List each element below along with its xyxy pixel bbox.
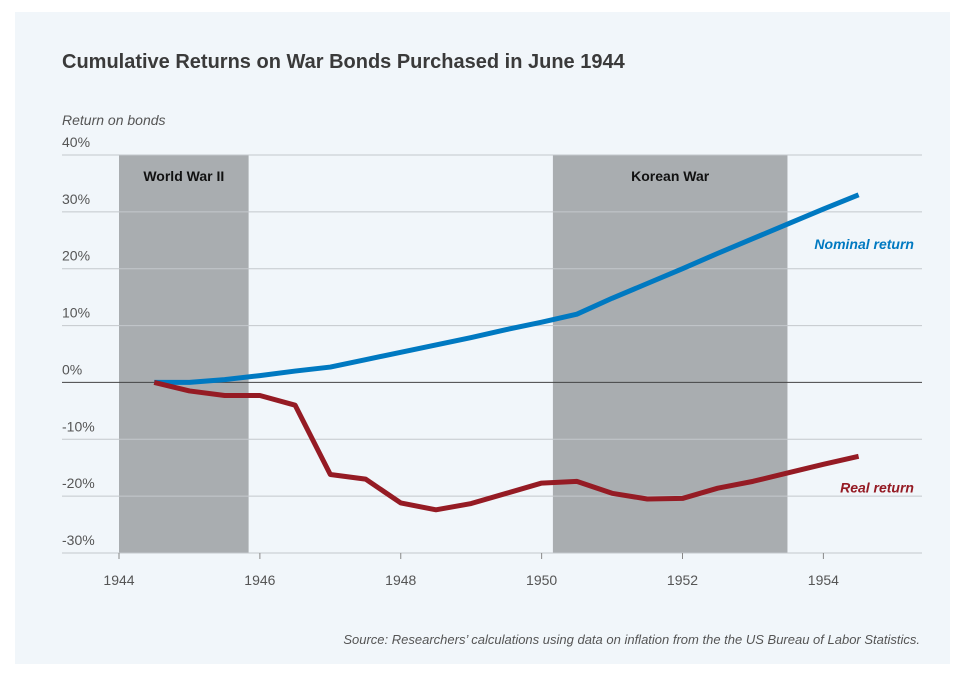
- chart-title: Cumulative Returns on War Bonds Purchase…: [62, 51, 626, 73]
- series-line: [153, 379, 860, 513]
- y-axis-label: Return on bonds: [62, 112, 166, 128]
- series-label: Nominal return: [814, 236, 914, 252]
- y-tick-label: 20%: [62, 248, 90, 264]
- x-tick-label: 1954: [808, 572, 839, 588]
- x-tick-label: 1946: [244, 572, 275, 588]
- shaded-region: [552, 155, 788, 553]
- y-tick-label: -30%: [62, 532, 95, 548]
- y-tick-label: 10%: [62, 305, 90, 321]
- series-label: Real return: [840, 479, 914, 495]
- shaded-region: [119, 155, 249, 553]
- series-line: [154, 192, 860, 385]
- region-label: World War II: [143, 168, 224, 184]
- x-tick-label: 1948: [385, 572, 416, 588]
- x-tick-label: 1944: [103, 572, 134, 588]
- source: Source: Researchers’ calculations using …: [343, 632, 920, 647]
- region-label: Korean War: [631, 168, 710, 184]
- y-tick-label: -20%: [62, 475, 95, 491]
- y-tick-label: 0%: [62, 361, 82, 377]
- y-tick-label: 40%: [62, 134, 90, 150]
- x-tick-label: 1952: [667, 572, 698, 588]
- x-tick-label: 1950: [526, 572, 557, 588]
- y-tick-label: -10%: [62, 418, 95, 434]
- y-tick-label: 30%: [62, 191, 90, 207]
